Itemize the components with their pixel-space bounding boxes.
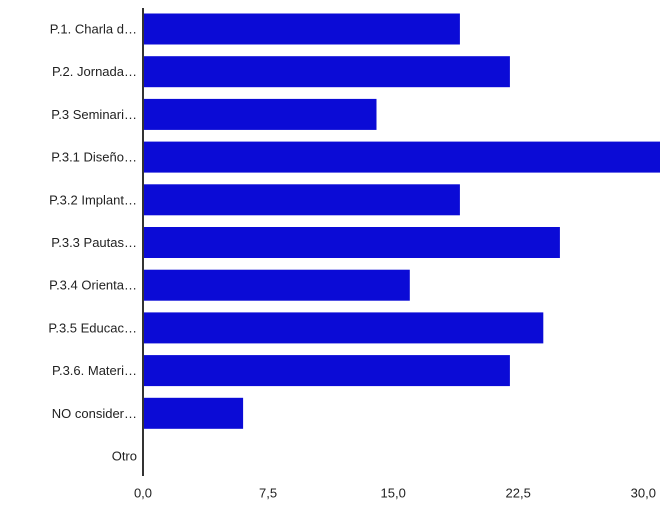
x-tick-label: 15,0 (381, 486, 406, 501)
x-tick-label: 30,0 (631, 486, 656, 501)
category-label: P.1. Charla d… (50, 22, 137, 37)
category-label: P.2. Jornada… (52, 64, 137, 79)
category-labels: P.1. Charla d… P.2. Jornada… P.3 Seminari…… (48, 22, 137, 464)
x-tick-label: 7,5 (259, 486, 277, 501)
bars-group (143, 13, 660, 429)
category-label: Otro (112, 449, 137, 464)
bar-7 (143, 269, 410, 301)
bar-8 (143, 312, 544, 344)
x-tick-label: 0,0 (134, 486, 152, 501)
category-label: P.3 Seminari… (51, 107, 137, 122)
bar-1 (143, 13, 460, 45)
category-label: P.3.6. Materi… (52, 363, 137, 378)
bar-2 (143, 56, 510, 88)
bar-3 (143, 98, 377, 130)
category-label: P.3.5 Educac… (48, 320, 137, 335)
bar-5 (143, 184, 460, 216)
category-label: P.3.3 Pautas… (51, 235, 137, 250)
category-label: NO consider… (52, 406, 137, 421)
x-tick-label: 22,5 (506, 486, 531, 501)
category-label: P.3.2 Implant… (49, 192, 137, 207)
bar-10 (143, 397, 244, 429)
category-label: P.3.1 Diseño… (51, 150, 137, 165)
category-label: P.3.4 Orienta… (49, 278, 137, 293)
bar-6 (143, 227, 560, 258)
x-tick-labels: 0,0 7,5 15,0 22,5 30,0 (134, 486, 656, 501)
bar-9 (143, 355, 510, 387)
bar-4 (143, 141, 660, 173)
